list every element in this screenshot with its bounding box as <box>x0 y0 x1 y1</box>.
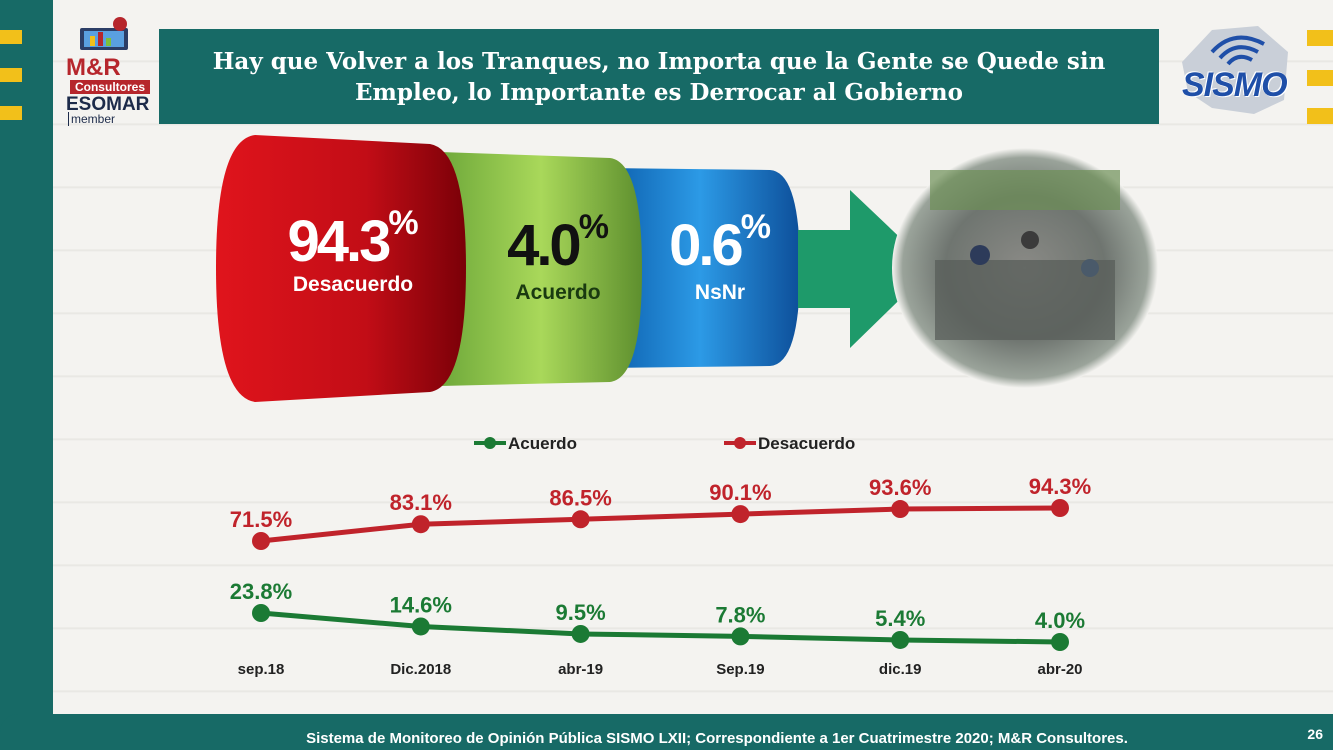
nsnr-unit: % <box>740 208 771 246</box>
sismo-logo: SISMO <box>1172 22 1294 122</box>
data-point-desacuerdo <box>252 532 270 550</box>
cylinder-nsnr <box>600 168 800 368</box>
acuerdo-label: Acuerdo <box>515 281 601 304</box>
yellow-marker <box>0 68 22 82</box>
sismo-map-icon <box>1182 26 1288 114</box>
nsnr-label: NsNr <box>694 281 746 304</box>
page-title: Hay que Volver a los Tranques, no Import… <box>212 47 1106 106</box>
x-tick-label: Dic.2018 <box>390 661 451 678</box>
street-photo <box>892 148 1158 388</box>
data-label-desacuerdo: 86.5% <box>549 485 611 510</box>
footer-bar: Sistema de Monitoreo de Opinión Pública … <box>0 714 1333 750</box>
x-tick-label: abr-19 <box>558 661 603 678</box>
data-point-acuerdo <box>1051 633 1069 651</box>
data-point-acuerdo <box>891 630 910 649</box>
x-tick-label: dic.19 <box>879 661 922 678</box>
nsnr-summary: 0.6% NsNr <box>650 208 790 305</box>
data-point-acuerdo <box>571 624 590 643</box>
legend-marker-desacuerdo <box>734 437 746 449</box>
desacuerdo-label: Desacuerdo <box>292 273 414 296</box>
mr-logo-sub: Consultores <box>70 80 150 94</box>
data-point-desacuerdo <box>571 510 590 529</box>
data-label-acuerdo: 9.5% <box>556 600 606 625</box>
acuerdo-unit: % <box>578 208 609 246</box>
data-label-desacuerdo: 93.6% <box>869 475 931 500</box>
chart-tablet-icon <box>80 17 128 50</box>
esomar-logo-text: ESOMAR <box>66 94 150 115</box>
mr-logo-name: M&R <box>66 54 121 81</box>
cylinder-desacuerdo <box>216 135 466 402</box>
acuerdo-summary: 4.0% Acuerdo <box>488 208 628 305</box>
series-line-desacuerdo <box>260 505 1061 544</box>
series-line-acuerdo <box>260 610 1061 645</box>
nsnr-value: 0.6 <box>669 213 744 278</box>
data-point-desacuerdo <box>731 505 750 524</box>
data-label-desacuerdo: 94.3% <box>1029 474 1091 499</box>
data-label-acuerdo: 4.0% <box>1035 608 1085 633</box>
desacuerdo-unit: % <box>388 204 419 242</box>
x-tick-label: sep.18 <box>238 661 285 678</box>
data-point-acuerdo <box>252 604 270 622</box>
data-label-acuerdo: 7.8% <box>715 602 765 627</box>
data-label-desacuerdo: 83.1% <box>390 490 452 515</box>
data-point-acuerdo <box>731 627 750 646</box>
data-point-acuerdo <box>411 617 430 636</box>
yellow-marker <box>0 30 22 44</box>
data-point-desacuerdo <box>1051 499 1069 517</box>
desacuerdo-summary: 94.3% Desacuerdo <box>268 204 438 297</box>
data-point-desacuerdo <box>411 515 430 534</box>
left-accent-bar <box>0 0 53 750</box>
page-number: 26 <box>1307 726 1323 742</box>
desacuerdo-value: 94.3 <box>287 209 391 274</box>
footer-source: Sistema de Monitoreo de Opinión Pública … <box>306 730 1128 747</box>
legend-label-acuerdo: Acuerdo <box>508 434 577 453</box>
cylinder-acuerdo <box>440 152 642 386</box>
right-arrow-icon <box>798 190 932 348</box>
yellow-marker <box>1307 70 1333 86</box>
header-banner: Hay que Volver a los Tranques, no Import… <box>159 29 1159 124</box>
data-label-desacuerdo: 71.5% <box>230 507 292 532</box>
sismo-logo-text: SISMO <box>1182 66 1288 104</box>
x-tick-label: abr-20 <box>1037 661 1082 678</box>
yellow-marker <box>1307 30 1333 46</box>
data-label-acuerdo: 23.8% <box>230 579 292 604</box>
legend-label-desacuerdo: Desacuerdo <box>758 434 855 453</box>
legend-marker-acuerdo <box>484 437 496 449</box>
yellow-marker <box>1307 108 1333 124</box>
esomar-member-text: member <box>68 112 115 126</box>
data-point-desacuerdo <box>891 500 910 519</box>
yellow-marker <box>0 106 22 120</box>
acuerdo-value: 4.0 <box>507 213 582 278</box>
mr-consultores-logo: M&R Consultores ESOMAR member <box>62 14 152 126</box>
x-tick-label: Sep.19 <box>716 661 764 678</box>
data-label-acuerdo: 5.4% <box>875 606 925 631</box>
data-label-acuerdo: 14.6% <box>390 592 452 617</box>
data-label-desacuerdo: 90.1% <box>709 480 771 505</box>
